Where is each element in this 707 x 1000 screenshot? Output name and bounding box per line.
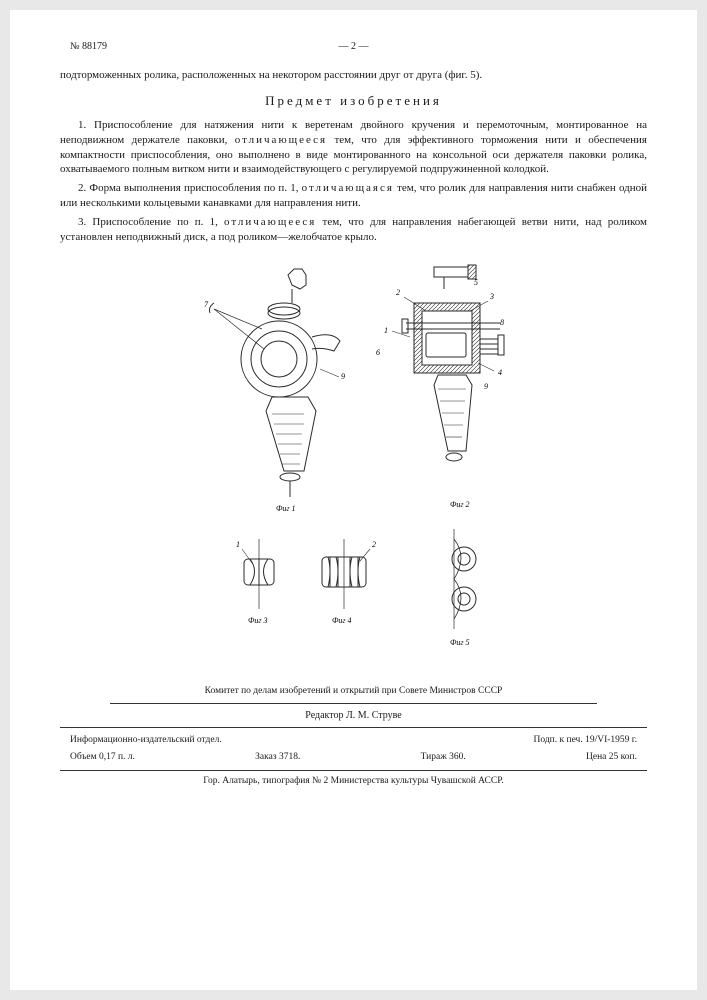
ref-5: 5 [474,278,478,287]
printer-line: Гор. Алатырь, типография № 2 Министерств… [60,775,647,788]
ref-a3: 1 [236,540,240,549]
ref-4: 4 [498,368,502,377]
claim-3: 3. Приспособление по п. 1, отличающееся … [60,215,647,245]
fig2-label: Фиг 2 [450,500,470,509]
ref-1: 1 [384,326,388,335]
footer-order: Заказ 3718. [255,751,300,764]
patent-page: № 88179 — 2 — № 88179 подторможенных рол… [10,10,697,990]
fig-3 [242,539,274,609]
footer-volume: Объем 0,17 п. л. [70,751,135,764]
footer-date: Подп. к печ. 19/VI-1959 г. [534,734,638,747]
committee-line: Комитет по делам изобретений и открытий … [60,685,647,698]
fig-1 [209,269,340,497]
claim-2: 2. Форма выполнения приспособления по п.… [60,181,647,211]
page-number: — 2 — [339,40,369,54]
fig-5 [452,529,476,629]
divider-1 [110,703,597,704]
ref-6: 6 [376,348,380,357]
footer-row-2: Объем 0,17 п. л. Заказ 3718. Тираж 360. … [60,749,647,766]
fig3-label: Фиг 3 [248,616,268,625]
claim-1: 1. Приспособление для натяжения нити к в… [60,118,647,177]
claims-heading: Предмет изобретения [60,92,647,110]
editor-line: Редактор Л. М. Струве [60,709,647,723]
figures-svg: 7 9 Фиг 1 [144,259,564,669]
divider-2 [60,727,647,728]
footer-row-1: Информационно-издательский отдел. Подп. … [60,732,647,749]
intro-paragraph: подторможенных ролика, расположенных на … [60,68,647,83]
fig5-label: Фиг 5 [450,638,470,647]
technical-figures: 7 9 Фиг 1 [144,259,564,669]
ref-7: 7 [204,300,209,309]
fig1-label: Фиг 1 [276,504,296,513]
fig4-label: Фиг 4 [332,616,352,625]
footer-dept: Информационно-издательский отдел. [70,734,222,747]
ref-3: 3 [489,292,494,301]
ref-a4: 2 [372,540,376,549]
fig-2 [392,265,504,461]
footer-price: Цена 25 коп. [586,751,637,764]
ref-2: 2 [396,288,400,297]
footer-tirage: Тираж 360. [421,751,466,764]
ref-8: 8 [500,318,504,327]
ref-9-b: 9 [484,382,488,391]
divider-3 [60,770,647,771]
page-header: № 88179 — 2 — № 88179 [60,40,647,54]
fig-4 [322,539,370,609]
doc-number: № 88179 [70,40,107,54]
ref-9-a: 9 [341,372,345,381]
